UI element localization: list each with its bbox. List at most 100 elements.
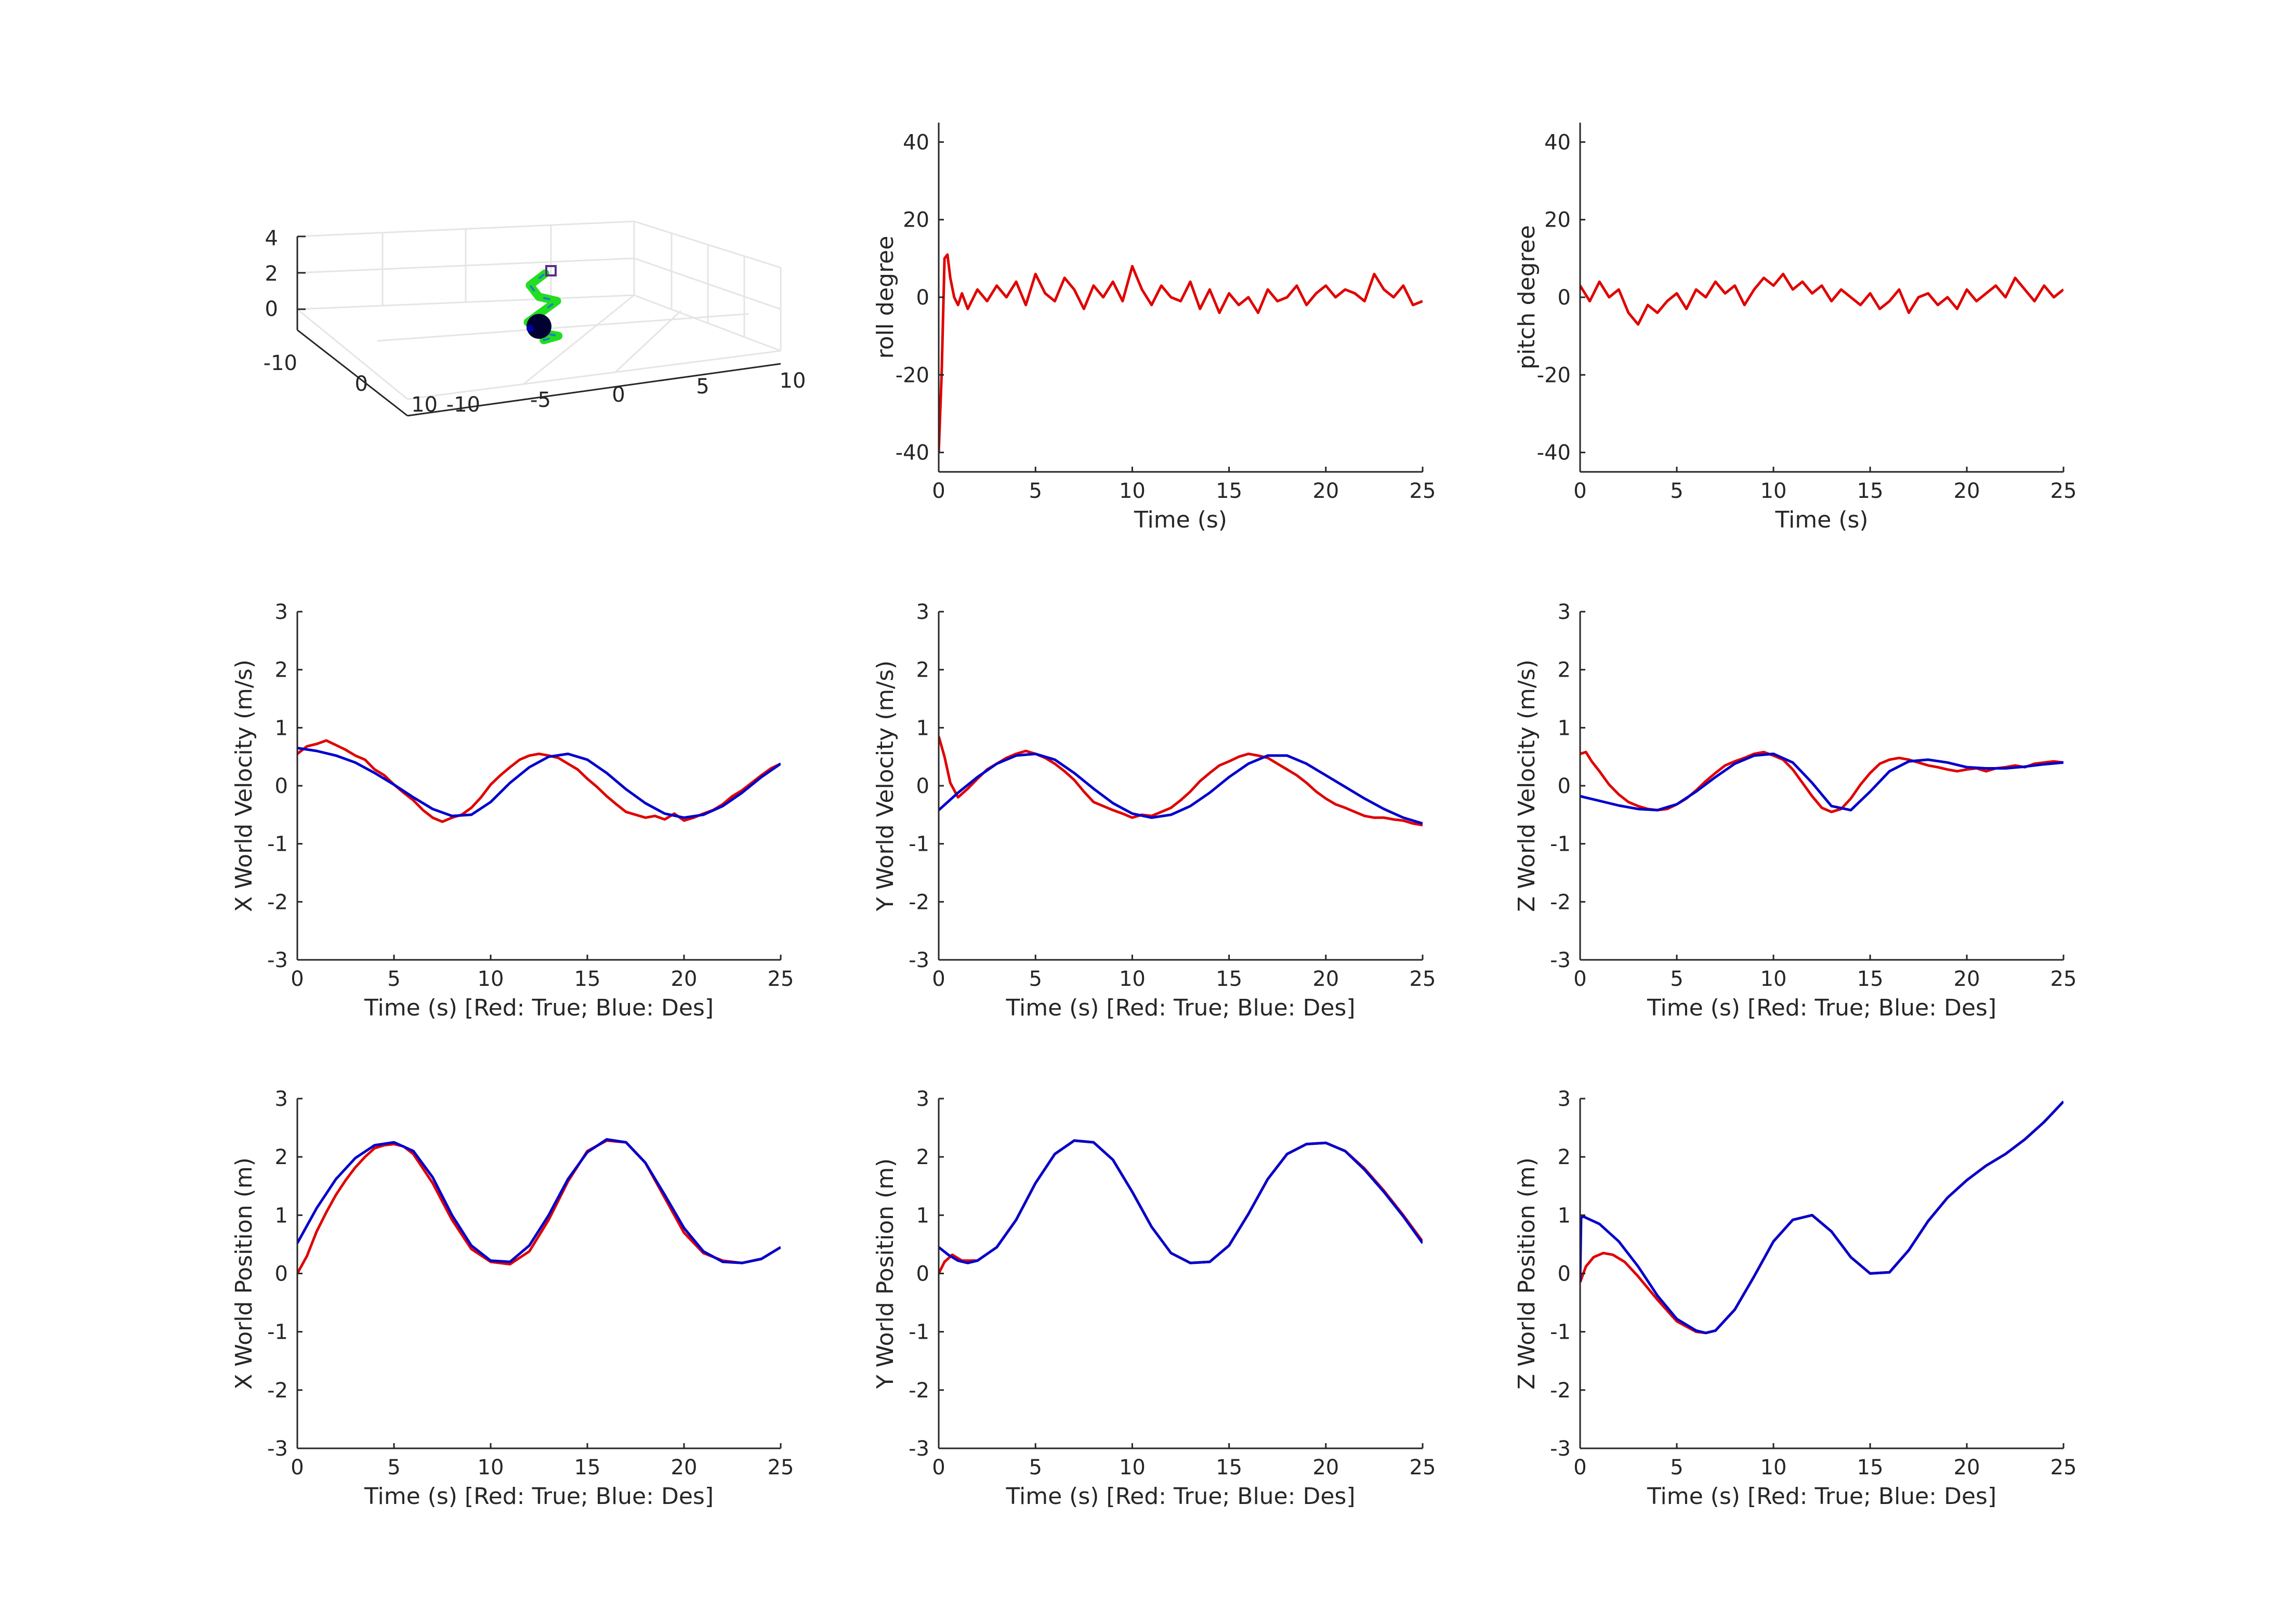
- trajectory-3d-axis-lines: [296, 236, 781, 417]
- x-tick-label: 20: [1312, 479, 1339, 503]
- x-axis-label: Time (s) [Red: True; Blue: Des]: [364, 1483, 714, 1510]
- x-tick-label: 20: [1312, 967, 1339, 991]
- yvel-series-des-line: [939, 752, 1423, 825]
- x-axis-label: Time (s): [1134, 507, 1227, 533]
- x-axis-label: Time (s) [Red: True; Blue: Des]: [1006, 995, 1356, 1021]
- y-tick-label: 10: [411, 393, 438, 417]
- y-tick-label: 0: [916, 1262, 929, 1286]
- y-tick-label: 0: [355, 372, 368, 396]
- y-tick-label: 0: [916, 286, 929, 310]
- y-tick-label: 3: [275, 1087, 288, 1111]
- y-tick-label: -20: [896, 363, 929, 387]
- y-axis-label: X World Velocity (m/s): [231, 659, 257, 912]
- y-tick-label: 3: [1558, 1087, 1571, 1111]
- y-tick-label: 0: [275, 774, 288, 798]
- x-tick-label: 0: [291, 967, 304, 991]
- x-tick-label: 25: [1410, 479, 1436, 503]
- y-tick-label: -3: [909, 948, 929, 972]
- x-tick-label: 10: [478, 1456, 504, 1480]
- xpos-series-true-line: [297, 1139, 781, 1274]
- y-tick-label: -1: [1550, 833, 1571, 856]
- quad-body: [527, 314, 551, 339]
- z-velocity-axes: 0 5 10 15 20 25 -3 -2 -1 0 1 2 3 Time (s) [Red: True;…: [1514, 600, 2076, 1021]
- x-tick-label: 5: [1029, 479, 1042, 503]
- y-tick-label: -2: [1550, 1379, 1571, 1403]
- y-tick-label: -40: [1537, 441, 1571, 465]
- y-tick-label: -3: [1550, 1437, 1571, 1461]
- y-tick-label: 40: [1544, 130, 1571, 154]
- y-axis-label: Z World Position (m): [1514, 1157, 1540, 1390]
- x-tick-label: 10: [478, 967, 504, 991]
- xvel-series-des-line: [297, 746, 781, 819]
- x-tick-label: 15: [574, 1456, 601, 1480]
- x-velocity-axes: 0 5 10 15 20 25 -3 -2 -1 0 1 2 3 Time (s) [Red: True;…: [231, 600, 794, 1021]
- x-tick-label: 15: [1216, 479, 1242, 503]
- x-axis-label: Time (s) [Red: True; Blue: Des]: [1006, 1483, 1356, 1510]
- y-tick-label: 1: [275, 1204, 288, 1227]
- x-tick-label: 0: [612, 383, 625, 407]
- y-tick-label: -2: [1550, 890, 1571, 914]
- trajectory-end-marker: [545, 265, 557, 276]
- x-tick-label: 0: [1573, 1456, 1586, 1480]
- y-axis-label: Z World Velocity (m/s): [1514, 659, 1540, 912]
- x-tick-label: 5: [387, 1456, 400, 1480]
- roll-axes: 0 5 10 15 20 25 -40 -20 0 20 40 Time (s) roll degree: [872, 123, 1436, 533]
- x-tick-label: 10: [1760, 967, 1787, 991]
- x-tick-label: 5: [1670, 967, 1683, 991]
- y-tick-label: 0: [275, 1262, 288, 1286]
- y-tick-label: 2: [1558, 658, 1571, 682]
- x-tick-label: 25: [1410, 1456, 1436, 1480]
- x-tick-label: 20: [671, 967, 698, 991]
- x-tick-label: 0: [932, 967, 945, 991]
- pitch-axes: 0 5 10 15 20 25 -40 -20 0 20 40 Time (s) pitch degre…: [1514, 123, 2076, 533]
- ypos-series-des-line: [939, 1139, 1423, 1264]
- x-tick-label: 25: [2050, 1456, 2077, 1480]
- x-tick-label: 25: [1410, 967, 1436, 991]
- x-tick-label: 20: [1954, 1456, 1980, 1480]
- y-tick-label: 20: [903, 208, 929, 232]
- y-axis-label: X World Position (m): [231, 1157, 257, 1390]
- y-tick-label: -2: [267, 1379, 288, 1403]
- zpos-series-des-line: [1580, 1100, 2063, 1335]
- y-tick-label: 2: [275, 1145, 288, 1169]
- x-tick-label: 10: [1119, 967, 1146, 991]
- trajectory-desired-path: [526, 272, 560, 341]
- x-tick-label: -5: [530, 388, 551, 412]
- x-tick-label: 0: [1573, 479, 1586, 503]
- x-axis-label: Time (s): [1775, 507, 1869, 533]
- x-tick-label: 5: [387, 967, 400, 991]
- x-tick-label: 0: [932, 1456, 945, 1480]
- x-tick-label: 0: [932, 479, 945, 503]
- x-tick-label: 10: [1760, 1456, 1787, 1480]
- x-tick-label: 20: [1954, 479, 1980, 503]
- x-tick-label: 15: [1857, 479, 1884, 503]
- pitch-series-true-line: [1580, 272, 2063, 326]
- z-position-axes: 0 5 10 15 20 25 -3 -2 -1 0 1 2 3 Time (s) [Red: True;…: [1514, 1087, 2076, 1510]
- y-velocity-axes: 0 5 10 15 20 25 -3 -2 -1 0 1 2 3 Time (s) [Red: True;…: [872, 600, 1436, 1021]
- x-tick-label: 20: [671, 1456, 698, 1480]
- y-tick-label: 3: [275, 600, 288, 624]
- y-tick-label: 1: [916, 1204, 929, 1227]
- x-tick-label: 10: [780, 369, 806, 393]
- x-tick-label: 15: [1857, 1456, 1884, 1480]
- y-tick-label: 1: [1558, 716, 1571, 740]
- y-tick-label: 1: [1558, 1204, 1571, 1227]
- x-tick-label: 5: [1029, 967, 1042, 991]
- roll-series-true-line: [939, 253, 1423, 453]
- y-tick-label: -2: [909, 1379, 929, 1403]
- x-tick-label: 15: [1216, 1456, 1242, 1480]
- x-tick-label: 10: [1119, 479, 1146, 503]
- y-tick-label: -3: [267, 1437, 288, 1461]
- x-tick-label: 25: [2050, 967, 2077, 991]
- x-tick-label: 20: [1312, 1456, 1339, 1480]
- x-tick-label: 15: [1216, 967, 1242, 991]
- y-tick-label: 40: [903, 130, 929, 154]
- y-tick-label: -1: [267, 1321, 288, 1344]
- yvel-series-true-line: [939, 736, 1423, 827]
- y-tick-label: -3: [1550, 948, 1571, 972]
- y-axis-label: roll degree: [872, 236, 899, 359]
- x-tick-label: 10: [1760, 479, 1787, 503]
- x-tick-label: 25: [768, 1456, 794, 1480]
- y-tick-label: 3: [916, 1087, 929, 1111]
